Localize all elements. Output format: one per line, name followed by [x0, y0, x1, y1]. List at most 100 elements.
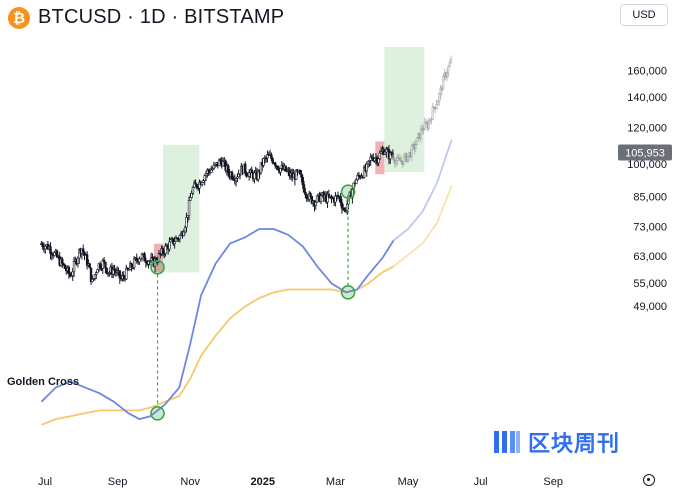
projection-candle [398, 158, 402, 162]
price-candle [198, 181, 201, 189]
golden-cross-price-marker [150, 260, 165, 275]
watermark: 区块周刊 [492, 426, 620, 458]
y-tick-label: 140,000 [627, 92, 667, 104]
price-candle [118, 270, 121, 279]
price-candle [266, 154, 269, 159]
price-candle [262, 158, 265, 166]
projection-candle [439, 87, 442, 95]
projection-candle [397, 157, 400, 159]
price-candle [305, 194, 308, 199]
price-candle [191, 186, 195, 194]
ma-fast-projection-line [392, 139, 453, 242]
price-candle [125, 267, 128, 280]
projection-candle [431, 106, 434, 120]
projection-candle [443, 72, 446, 77]
price-candle [55, 250, 59, 258]
price-candle [203, 175, 206, 181]
projection-candle [409, 152, 412, 158]
projection-candle [422, 129, 425, 131]
y-tick-label: 160,000 [627, 65, 667, 77]
price-candle [72, 261, 76, 273]
projection-candle [417, 133, 420, 138]
price-candle [340, 202, 344, 209]
x-tick-label: Jul [38, 476, 52, 488]
price-candle [96, 269, 99, 274]
price-candle [366, 161, 370, 165]
price-candle [230, 172, 234, 179]
price-candle [53, 252, 56, 256]
price-candle [195, 184, 199, 188]
x-tick-label: Mar [326, 476, 345, 488]
price-candle [130, 263, 133, 268]
price-candle [182, 231, 186, 237]
projection-candle [402, 156, 406, 165]
price-candle [315, 195, 319, 203]
price-candle [339, 196, 342, 203]
price-candle [326, 193, 329, 203]
price-candle [81, 248, 85, 253]
price-candle [245, 172, 248, 176]
x-tick-label: 2025 [251, 476, 275, 488]
price-candle [178, 234, 182, 240]
projection-candle [401, 160, 404, 165]
price-candle [189, 197, 192, 201]
projection-candle [411, 144, 415, 146]
projection-candle [424, 121, 428, 124]
price-candle [168, 241, 171, 250]
golden-cross-price-marker [340, 184, 356, 200]
projection-candle [427, 121, 430, 129]
price-candle [193, 182, 196, 188]
projection-candle [432, 106, 436, 109]
price-candle [104, 261, 107, 269]
settings-icon[interactable] [643, 474, 655, 486]
projection-candle [404, 153, 407, 157]
projection-candle [430, 119, 433, 121]
projection-candle [410, 145, 413, 158]
price-candle [143, 253, 146, 262]
last-price-label: 105,953 [625, 147, 665, 159]
price-candle [62, 263, 65, 266]
price-candle [49, 246, 52, 254]
price-candle [327, 193, 331, 198]
currency-selector[interactable]: USD [620, 4, 668, 26]
price-candle [138, 258, 141, 263]
price-candle [274, 162, 277, 167]
price-candle [373, 158, 376, 162]
projection-candle [449, 58, 453, 64]
projection-candle [428, 119, 432, 122]
stacked-bars-logo-icon [494, 431, 520, 453]
price-candle [319, 195, 323, 202]
price-candle [314, 201, 317, 206]
x-tick-label: May [398, 476, 419, 488]
price-candle [276, 165, 280, 170]
price-candle [271, 158, 274, 164]
projection-candle [440, 87, 444, 91]
price-candle [88, 263, 91, 269]
price-candle [173, 241, 176, 245]
projection-candle [394, 160, 398, 164]
price-candle [101, 259, 104, 269]
price-candle [391, 153, 395, 156]
price-candle [377, 158, 380, 164]
price-candle [279, 168, 282, 173]
y-tick-label: 120,000 [627, 123, 667, 135]
price-candle [383, 151, 387, 155]
golden-cross-ma-marker [150, 406, 165, 421]
y-tick-label: 100,000 [627, 159, 667, 171]
projection-candle [436, 100, 440, 105]
bitcoin-icon: ₿ [8, 6, 30, 29]
highlight-zone-green [384, 47, 425, 173]
price-candle [234, 177, 238, 182]
projection-candle [441, 76, 445, 91]
price-candle [227, 165, 230, 174]
projection-candle [435, 104, 438, 109]
projection-candle [444, 72, 447, 78]
price-candle [365, 163, 368, 172]
price-candle [204, 172, 208, 176]
chart-title: BTCUSD · 1D · BITSTAMP [38, 6, 285, 28]
price-candle [236, 176, 239, 179]
projection-candle [423, 121, 427, 130]
projection-candle [438, 93, 441, 102]
projection-candle [419, 128, 423, 139]
